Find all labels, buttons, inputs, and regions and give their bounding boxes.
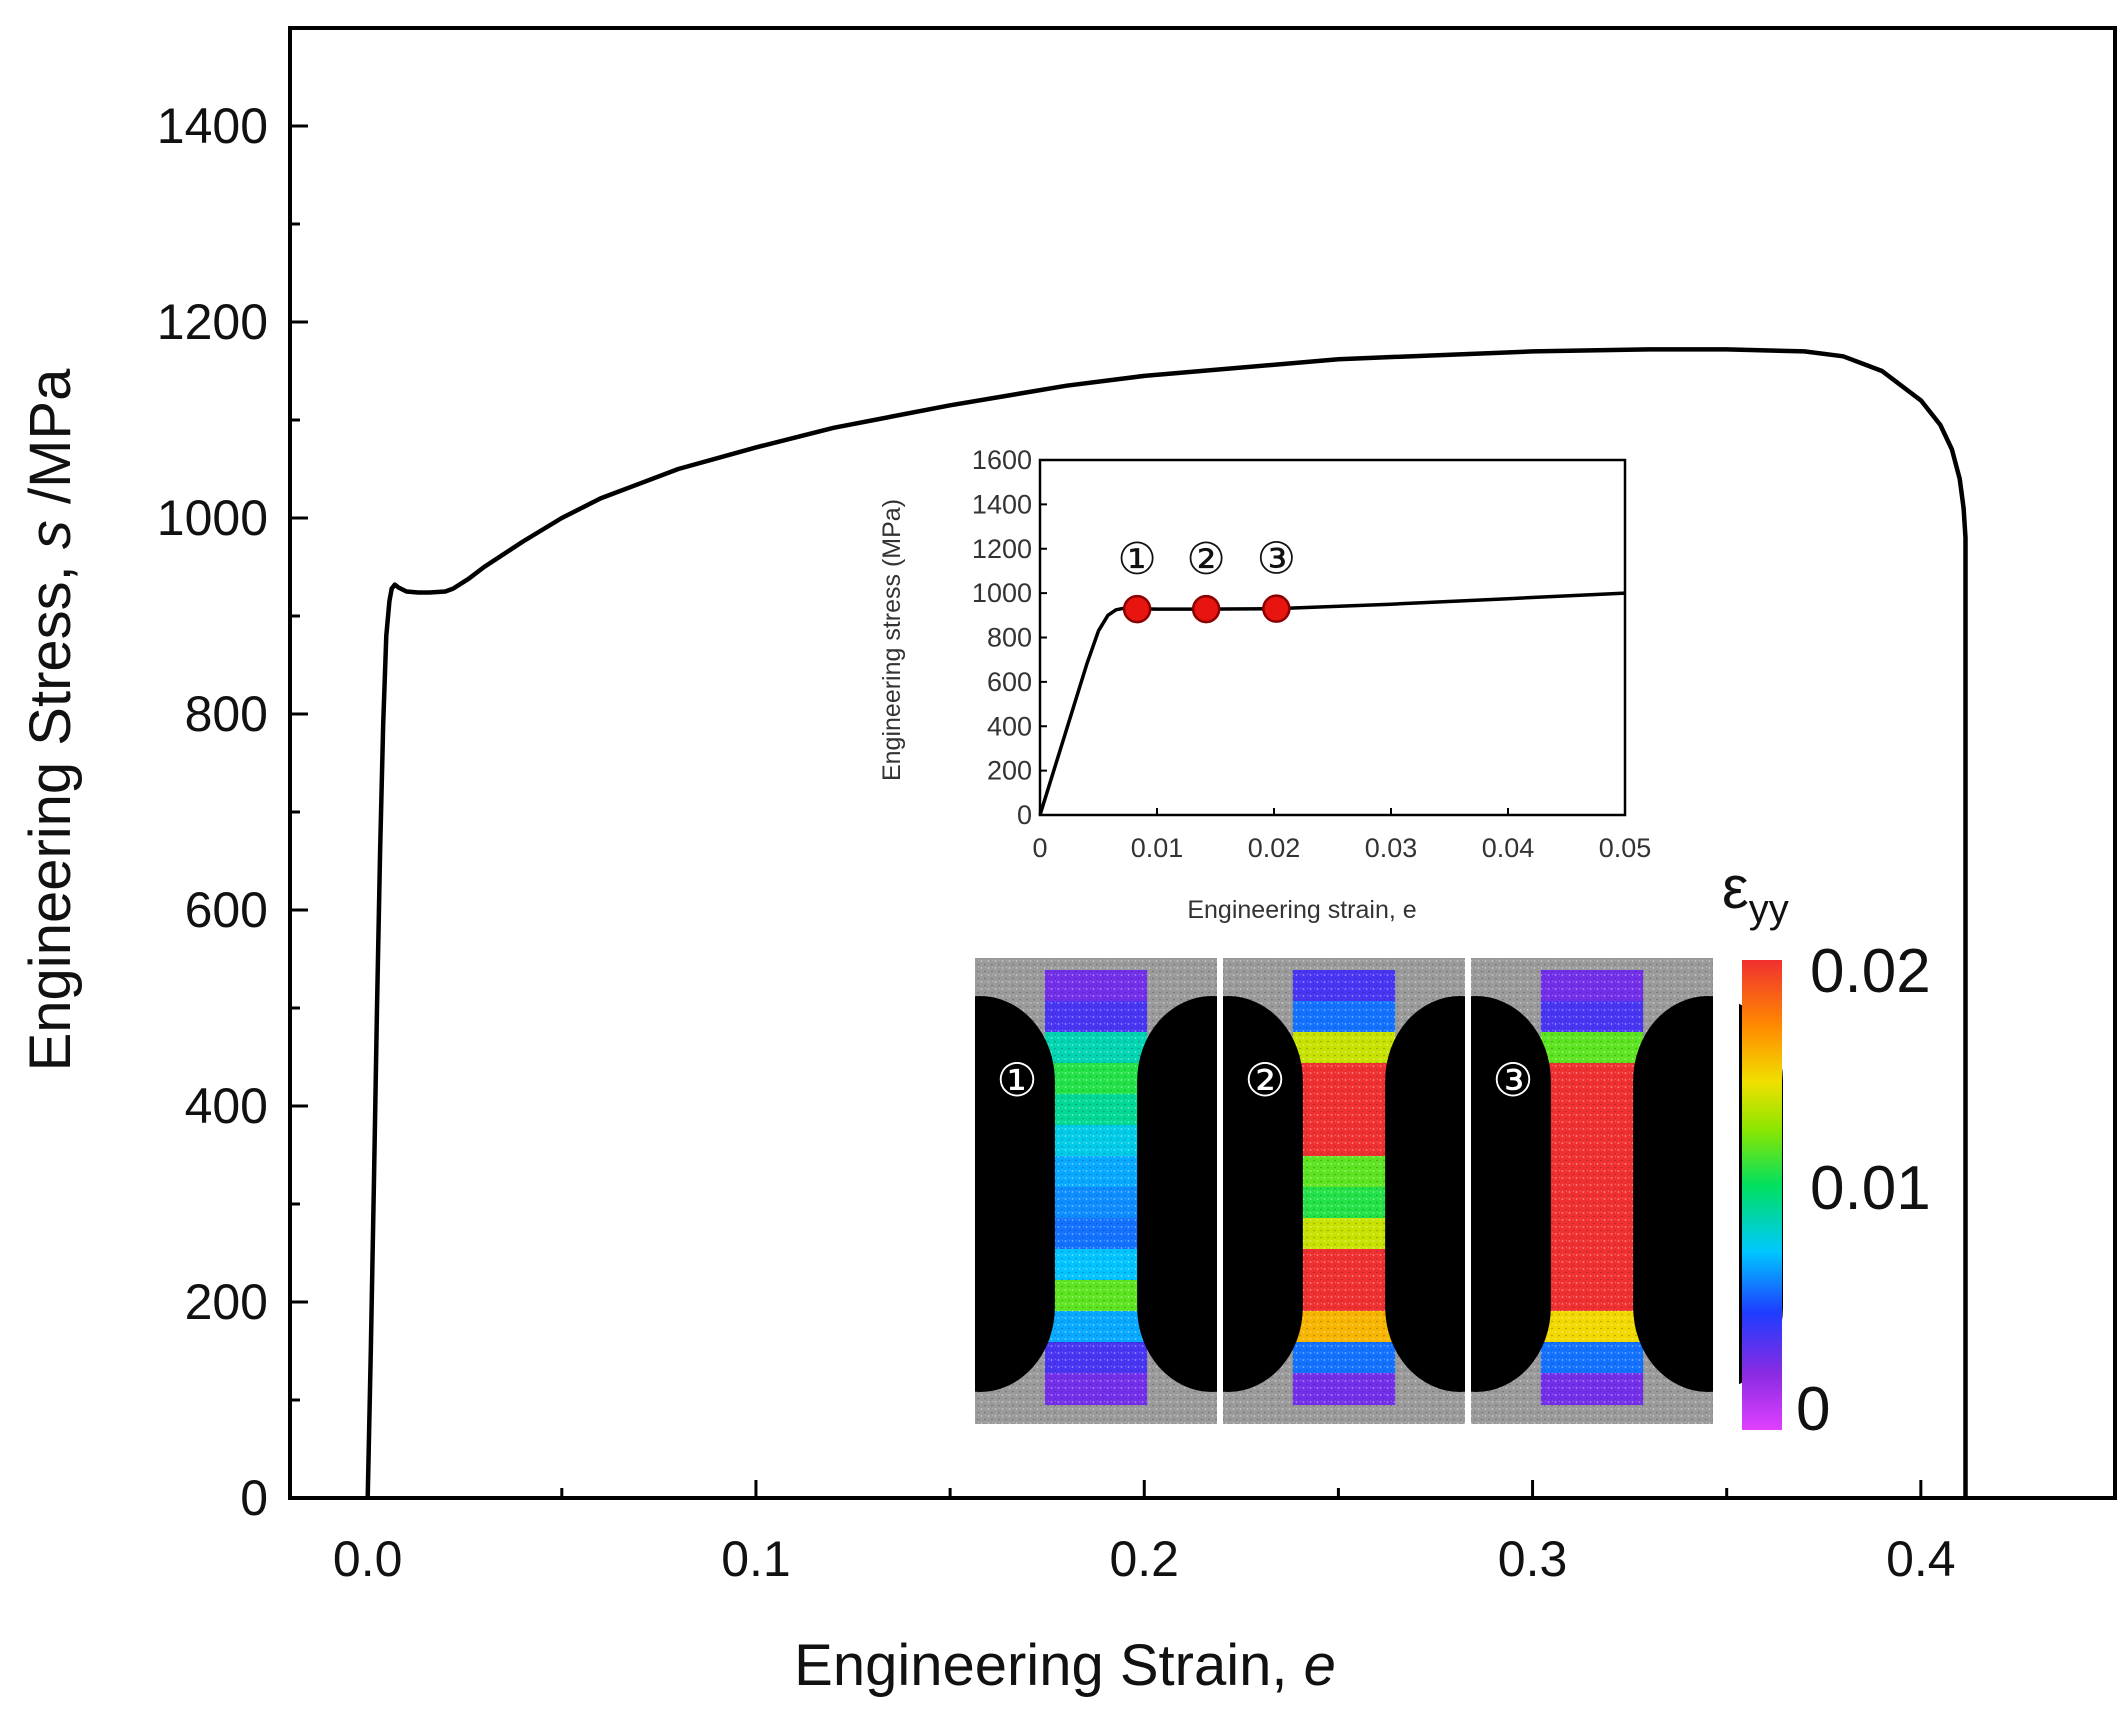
main-stress-strain-curve — [365, 347, 1968, 1499]
panel-right-mask — [1713, 956, 1739, 1426]
main-plot-frame — [288, 26, 2117, 1500]
inset-x-tick-label: 0.05 — [1599, 833, 1652, 863]
inset-x-tick-label: 0.04 — [1482, 833, 1535, 863]
main-y-tick-label: 1400 — [157, 98, 268, 154]
panel-separator — [1217, 956, 1223, 1426]
inset-y-tick-label: 0 — [1017, 800, 1032, 830]
strain-map-panels: ① ② ③ — [905, 956, 1783, 1426]
main-chart: 0.0 0.1 0.2 0.3 0.4 0 200 400 600 800 1000 1200 140… — [18, 26, 2117, 1698]
grip-left — [1401, 996, 1551, 1392]
main-y-tick-label: 1200 — [157, 294, 268, 350]
panel-left-mask — [905, 956, 975, 1426]
inset-stress-strain-curve — [1038, 591, 1626, 816]
inset-marker-label: ③ — [1257, 535, 1296, 584]
main-x-tick-label: 0.1 — [721, 1531, 791, 1587]
main-x-tick-label: 0.0 — [333, 1531, 403, 1587]
main-x-tick-label: 0.2 — [1109, 1531, 1179, 1587]
inset-x-tick-label: 0.02 — [1248, 833, 1301, 863]
inset-y-tick-label: 1600 — [972, 445, 1032, 475]
inset-x-tick-label: 0.01 — [1131, 833, 1184, 863]
colorbar-title: εyy — [1722, 854, 1789, 931]
colorbar-tick-mid: 0.01 — [1810, 1154, 1931, 1223]
inset-x-tick-label: 0.03 — [1365, 833, 1418, 863]
inset-y-tick-label: 600 — [987, 667, 1032, 697]
colorbar-gradient — [1742, 960, 1782, 1430]
main-y-tick-label: 800 — [185, 686, 268, 742]
inset-x-tick-label: 0 — [1032, 833, 1047, 863]
inset-y-tick-label: 1200 — [972, 534, 1032, 564]
colorbar-tick-min: 0 — [1796, 1375, 1830, 1444]
inset-y-axis: 0 200 400 600 800 1000 1200 1400 1600 — [972, 445, 1047, 830]
inset-marker-point — [1122, 594, 1152, 624]
inset-y-tick-label: 1000 — [972, 578, 1032, 608]
main-y-axis: 0 200 400 600 800 1000 1200 1400 — [157, 98, 308, 1526]
inset-x-axis-label: Engineering strain, e — [1187, 896, 1416, 924]
inset-y-tick-label: 1400 — [972, 489, 1032, 519]
inset-chart: 0 0.01 0.02 0.03 0.04 0.05 0 200 400 600 800 1000 1… — [878, 445, 1651, 924]
inset-marker-label: ① — [1117, 535, 1156, 584]
inset-marker-point — [1191, 594, 1221, 624]
panel-label: ① — [996, 1054, 1037, 1106]
main-y-axis-label: Engineering Stress, s /MPa — [18, 368, 83, 1072]
inset-marker-label: ② — [1186, 535, 1225, 584]
panel-label: ② — [1244, 1054, 1285, 1106]
inset-marker-point — [1262, 594, 1291, 623]
main-y-tick-label: 0 — [240, 1470, 268, 1526]
main-y-tick-label: 200 — [185, 1274, 268, 1330]
panel-label: ③ — [1492, 1054, 1533, 1106]
main-x-tick-label: 0.4 — [1886, 1531, 1956, 1587]
colorbar: εyy 0.02 0.01 0 — [1722, 854, 1931, 1444]
grip-left — [1153, 996, 1303, 1392]
inset-y-tick-label: 400 — [987, 711, 1032, 741]
main-y-tick-label: 400 — [185, 1078, 268, 1134]
main-x-tick-label: 0.3 — [1498, 1531, 1568, 1587]
inset-y-tick-label: 200 — [987, 756, 1032, 786]
inset-y-axis-label: Engineering stress (MPa) — [878, 499, 906, 781]
main-y-tick-label: 1000 — [157, 490, 268, 546]
main-x-axis-label: Engineering Strain, e — [794, 1633, 1336, 1698]
main-y-tick-label: 600 — [185, 882, 268, 938]
inset-x-axis: 0 0.01 0.02 0.03 0.04 0.05 — [1032, 808, 1651, 863]
inset-y-tick-label: 800 — [987, 623, 1032, 653]
panel-separator — [1465, 956, 1471, 1426]
colorbar-tick-max: 0.02 — [1810, 937, 1931, 1006]
main-x-axis: 0.0 0.1 0.2 0.3 0.4 — [333, 1480, 1956, 1587]
strain-map-panel: ③ — [1401, 958, 1783, 1424]
inset-plot-frame — [1038, 458, 1627, 817]
